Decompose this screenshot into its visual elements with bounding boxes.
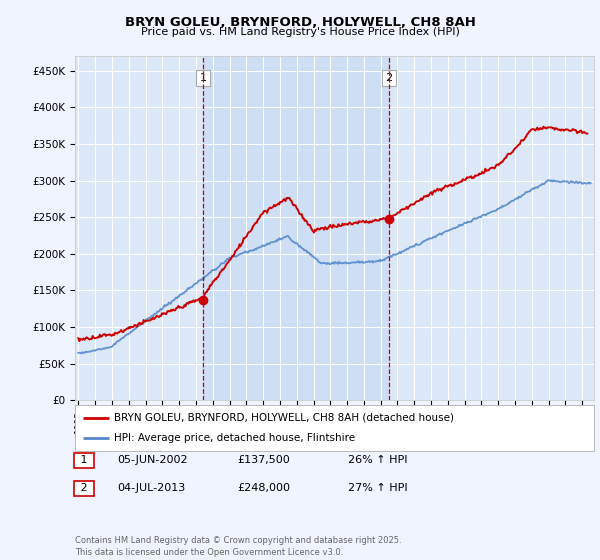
Text: 27% ↑ HPI: 27% ↑ HPI — [348, 483, 407, 493]
Text: Price paid vs. HM Land Registry's House Price Index (HPI): Price paid vs. HM Land Registry's House … — [140, 27, 460, 37]
Text: HPI: Average price, detached house, Flintshire: HPI: Average price, detached house, Flin… — [114, 433, 355, 443]
Text: BRYN GOLEU, BRYNFORD, HOLYWELL, CH8 8AH: BRYN GOLEU, BRYNFORD, HOLYWELL, CH8 8AH — [125, 16, 475, 29]
Text: 1: 1 — [200, 73, 206, 83]
Text: 04-JUL-2013: 04-JUL-2013 — [117, 483, 185, 493]
Text: 26% ↑ HPI: 26% ↑ HPI — [348, 455, 407, 465]
Text: 05-JUN-2002: 05-JUN-2002 — [117, 455, 188, 465]
Text: £137,500: £137,500 — [237, 455, 290, 465]
Bar — [203, 56, 389, 400]
Text: BRYN GOLEU, BRYNFORD, HOLYWELL, CH8 8AH (detached house): BRYN GOLEU, BRYNFORD, HOLYWELL, CH8 8AH … — [114, 413, 454, 423]
Text: Contains HM Land Registry data © Crown copyright and database right 2025.
This d: Contains HM Land Registry data © Crown c… — [75, 536, 401, 557]
Text: 2: 2 — [77, 483, 91, 493]
Text: 2: 2 — [386, 73, 392, 83]
Text: £248,000: £248,000 — [237, 483, 290, 493]
Text: 1: 1 — [77, 455, 91, 465]
